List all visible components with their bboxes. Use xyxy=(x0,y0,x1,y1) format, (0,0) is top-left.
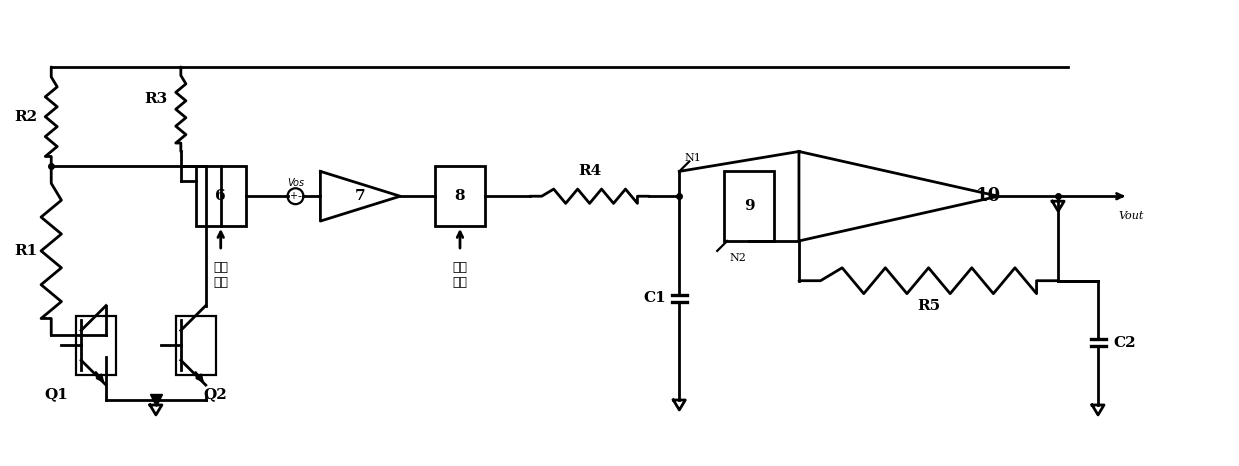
Bar xyxy=(196,166,245,226)
Text: R3: R3 xyxy=(144,92,167,106)
Bar xyxy=(76,315,116,375)
Text: 10: 10 xyxy=(976,187,1001,205)
Text: 7: 7 xyxy=(356,189,366,203)
Text: R4: R4 xyxy=(577,164,601,178)
Text: N1: N1 xyxy=(684,153,701,164)
Text: R2: R2 xyxy=(15,110,38,123)
Bar xyxy=(435,166,484,226)
Text: R5: R5 xyxy=(917,299,940,313)
Bar xyxy=(176,315,216,375)
Text: +: + xyxy=(289,191,297,201)
Text: R1: R1 xyxy=(15,244,38,258)
Text: Q2: Q2 xyxy=(204,387,228,401)
Text: -: - xyxy=(297,191,301,201)
Text: N2: N2 xyxy=(730,253,746,263)
Bar xyxy=(724,171,774,241)
Text: Vos: Vos xyxy=(287,178,304,188)
Text: Vout: Vout xyxy=(1118,211,1144,221)
Text: C2: C2 xyxy=(1113,336,1136,350)
Text: 9: 9 xyxy=(743,199,755,213)
Text: C1: C1 xyxy=(643,291,665,305)
Text: Q1: Q1 xyxy=(45,387,68,401)
Text: 6: 6 xyxy=(216,189,225,203)
Text: 解调
信号: 解调 信号 xyxy=(452,261,467,289)
Text: 8: 8 xyxy=(455,189,466,203)
Text: 调制
信号: 调制 信号 xyxy=(213,261,228,289)
